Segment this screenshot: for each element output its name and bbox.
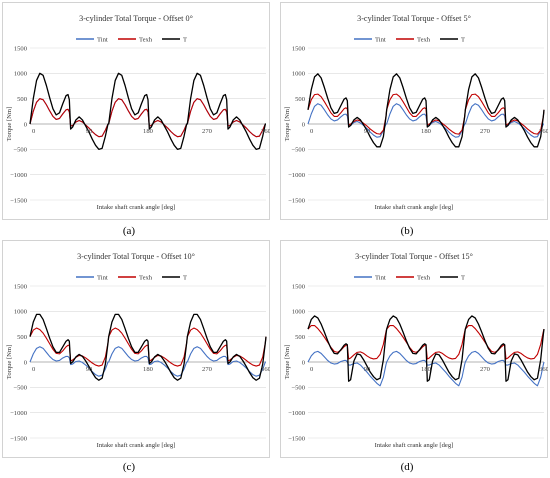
- legend-label-t: T: [461, 274, 465, 281]
- y-axis-label: Torque [Nm]: [284, 107, 291, 142]
- chart-frame: [2, 2, 270, 220]
- y-tick-label: 500: [295, 334, 306, 341]
- x-tick-label: 270: [480, 128, 491, 135]
- y-tick-label: 1500: [14, 283, 28, 290]
- y-tick-label: 500: [17, 96, 28, 103]
- x-tick-label: 90: [364, 128, 371, 135]
- y-tick-label: 0: [302, 359, 306, 366]
- x-tick-label: 0: [310, 128, 314, 135]
- series-line-t: [29, 72, 266, 150]
- series-line-t: [29, 313, 267, 381]
- y-tick-label: −1500: [288, 435, 306, 442]
- panel-label-c: (c): [122, 461, 136, 473]
- chart-d: 3-cylinder Total Torque - Offset 15° Tint…: [280, 240, 548, 458]
- x-tick-label: 90: [364, 366, 371, 373]
- x-axis-label: Intake shaft crank angle [deg]: [375, 204, 454, 211]
- chart-frame: [280, 2, 548, 220]
- y-tick-label: 0: [24, 121, 28, 128]
- x-tick-label: 360: [539, 366, 548, 373]
- legend-label-t: T: [183, 274, 187, 281]
- y-tick-label: 1000: [292, 309, 306, 316]
- legend-label-texh: Texh: [417, 274, 431, 281]
- legend-label-texh: Texh: [139, 36, 153, 43]
- y-tick-label: 500: [17, 334, 28, 341]
- y-axis-label: Torque [Nm]: [284, 345, 291, 380]
- panel-label-b: (b): [400, 225, 414, 237]
- y-tick-label: 0: [24, 359, 28, 366]
- x-axis-label: Intake shaft crank angle [deg]: [97, 204, 176, 211]
- y-axis-label: Torque [Nm]: [6, 107, 13, 142]
- chart-title: 3-cylinder Total Torque - Offset 15°: [355, 252, 473, 261]
- x-tick-label: 90: [86, 366, 93, 373]
- legend-label-tint: Tint: [97, 274, 108, 281]
- y-tick-label: 500: [295, 96, 306, 103]
- y-tick-label: 0: [302, 121, 306, 128]
- y-tick-label: 1500: [292, 45, 306, 52]
- chart-frame: [2, 240, 270, 458]
- legend-label-tint: Tint: [375, 274, 386, 281]
- chart-title: 3-cylinder Total Torque - Offset 0°: [79, 14, 193, 23]
- y-tick-label: −1500: [10, 435, 28, 442]
- chart-a: 3-cylinder Total Torque - Offset 0° Tint T…: [2, 2, 270, 220]
- y-tick-label: 1500: [292, 283, 306, 290]
- x-tick-label: 180: [143, 128, 154, 135]
- legend-label-t: T: [183, 36, 187, 43]
- x-tick-label: 0: [32, 366, 36, 373]
- y-tick-label: −1000: [288, 410, 306, 417]
- y-tick-label: −500: [13, 385, 27, 392]
- legend-label-tint: Tint: [375, 36, 386, 43]
- x-tick-label: 360: [261, 366, 270, 373]
- x-tick-label: 90: [86, 128, 93, 135]
- y-tick-label: 1000: [14, 309, 28, 316]
- x-tick-label: 270: [202, 128, 213, 135]
- legend-label-tint: Tint: [97, 36, 108, 43]
- panel-label-d: (d): [400, 461, 414, 473]
- legend-label-texh: Texh: [417, 36, 431, 43]
- chart-title: 3-cylinder Total Torque - Offset 5°: [357, 14, 471, 23]
- y-tick-label: −1000: [10, 172, 28, 179]
- y-tick-label: −500: [291, 147, 305, 154]
- x-tick-label: 0: [32, 128, 36, 135]
- chart-frame: [280, 240, 548, 458]
- x-axis-label: Intake shaft crank angle [deg]: [97, 442, 176, 449]
- series-line-t: [307, 315, 545, 382]
- x-axis-label: Intake shaft crank angle [deg]: [375, 442, 454, 449]
- x-tick-label: 0: [310, 366, 314, 373]
- y-axis-label: Torque [Nm]: [6, 345, 13, 380]
- x-tick-label: 360: [539, 128, 548, 135]
- y-tick-label: −500: [291, 385, 305, 392]
- y-tick-label: −1000: [10, 410, 28, 417]
- y-tick-label: −500: [13, 147, 27, 154]
- chart-c: 3-cylinder Total Torque - Offset 10° Tint…: [2, 240, 270, 458]
- x-tick-label: 180: [421, 128, 432, 135]
- y-tick-label: 1500: [14, 45, 28, 52]
- chart-b: 3-cylinder Total Torque - Offset 5° Tint T…: [280, 2, 548, 220]
- y-tick-label: −1500: [10, 197, 28, 204]
- y-tick-label: −1000: [288, 172, 306, 179]
- chart-title: 3-cylinder Total Torque - Offset 10°: [77, 252, 195, 261]
- x-tick-label: 270: [480, 366, 491, 373]
- panel-label-a: (a): [122, 225, 136, 237]
- legend-label-t: T: [461, 36, 465, 43]
- y-tick-label: 1000: [14, 71, 28, 78]
- x-tick-label: 270: [202, 366, 213, 373]
- x-tick-label: 360: [261, 128, 270, 135]
- y-tick-label: −1500: [288, 197, 306, 204]
- x-tick-label: 180: [143, 366, 154, 373]
- series-line-t: [307, 73, 545, 148]
- legend-label-texh: Texh: [139, 274, 153, 281]
- y-tick-label: 1000: [292, 71, 306, 78]
- x-tick-label: 180: [421, 366, 432, 373]
